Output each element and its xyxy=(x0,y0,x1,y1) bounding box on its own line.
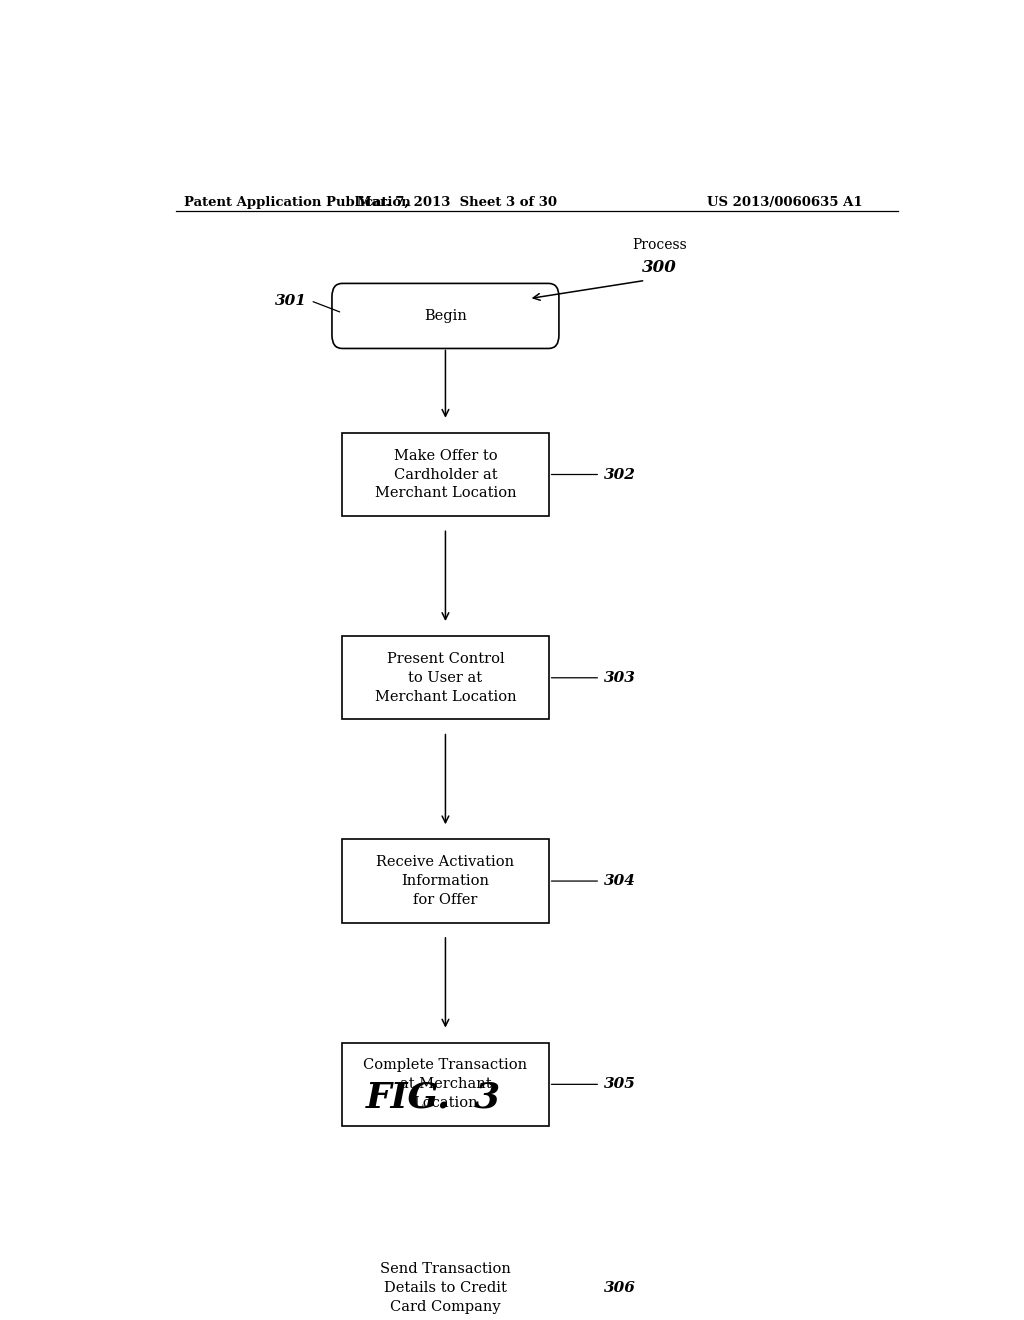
Text: 302: 302 xyxy=(604,467,636,482)
Bar xyxy=(342,636,549,719)
Text: 301: 301 xyxy=(274,293,306,308)
Bar xyxy=(342,1043,549,1126)
Text: Present Control
to User at
Merchant Location: Present Control to User at Merchant Loca… xyxy=(375,652,516,704)
Text: FIG.  3: FIG. 3 xyxy=(367,1081,501,1114)
Text: 305: 305 xyxy=(604,1077,636,1092)
Text: 304: 304 xyxy=(604,874,636,888)
Text: Process: Process xyxy=(633,238,687,252)
Text: 303: 303 xyxy=(604,671,636,685)
Text: 300: 300 xyxy=(642,259,677,276)
Text: Make Offer to
Cardholder at
Merchant Location: Make Offer to Cardholder at Merchant Loc… xyxy=(375,449,516,500)
Text: Begin: Begin xyxy=(424,309,467,323)
Bar xyxy=(342,1246,549,1320)
Text: Mar. 7, 2013  Sheet 3 of 30: Mar. 7, 2013 Sheet 3 of 30 xyxy=(357,195,557,209)
Text: 306: 306 xyxy=(604,1280,636,1295)
FancyBboxPatch shape xyxy=(332,284,559,348)
Text: Receive Activation
Information
for Offer: Receive Activation Information for Offer xyxy=(377,855,514,907)
Text: Complete Transaction
at Merchant
Location: Complete Transaction at Merchant Locatio… xyxy=(364,1059,527,1110)
Bar xyxy=(342,433,549,516)
Bar xyxy=(342,840,549,923)
Text: US 2013/0060635 A1: US 2013/0060635 A1 xyxy=(708,195,863,209)
Text: Send Transaction
Details to Credit
Card Company: Send Transaction Details to Credit Card … xyxy=(380,1262,511,1313)
Text: Patent Application Publication: Patent Application Publication xyxy=(183,195,411,209)
